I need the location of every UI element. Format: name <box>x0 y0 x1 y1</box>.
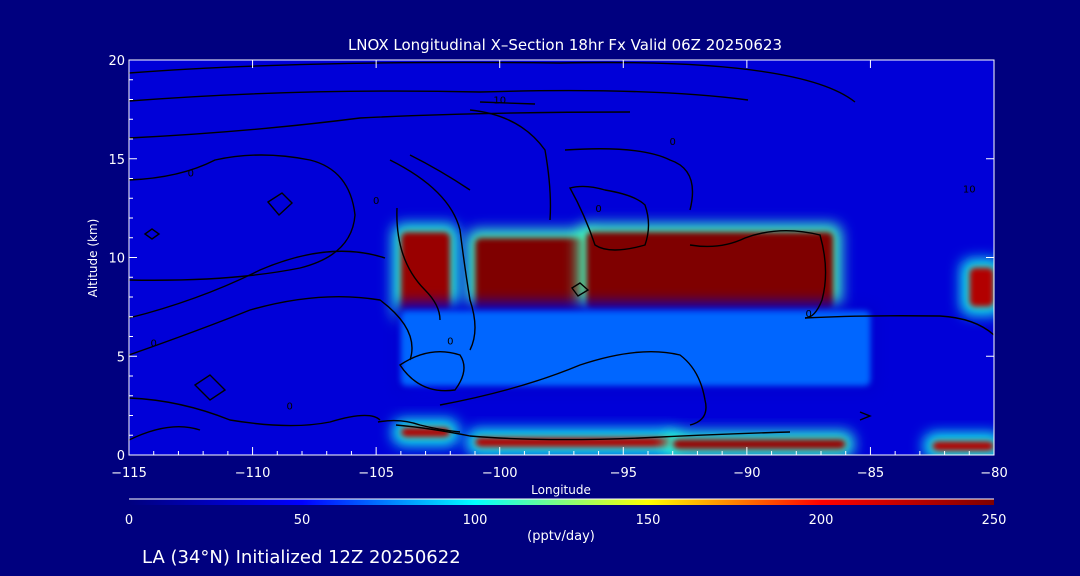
contour-line <box>804 315 994 336</box>
x-tick-label: −105 <box>358 466 394 481</box>
field-cell <box>475 237 587 317</box>
colorbar-tick-label: 0 <box>125 513 133 528</box>
y-axis-label: Altitude (km) <box>86 219 100 298</box>
y-tick-label: 10 <box>108 252 125 267</box>
colorbar-ticks: 0 50 100 150 200 250 <box>125 513 1007 528</box>
contour-label: 0 <box>595 204 601 215</box>
contour-label: 10 <box>963 184 976 195</box>
field-cell <box>932 441 994 452</box>
contour-label: 10 <box>493 95 506 106</box>
x-tick-label: −100 <box>482 466 518 481</box>
contour-line <box>377 419 461 433</box>
contour-label: 0 <box>373 196 379 207</box>
colorbar-tick-label: 50 <box>294 513 311 528</box>
contour-line <box>568 185 650 251</box>
contour-lines <box>129 61 994 441</box>
contour-line <box>564 148 694 211</box>
contour-line <box>143 228 161 240</box>
contour-line <box>689 229 827 319</box>
contour-line <box>129 111 631 139</box>
field-cell <box>586 231 834 311</box>
x-tick-label: −90 <box>733 466 760 481</box>
contour-line <box>193 374 227 401</box>
contour-line <box>129 250 386 319</box>
contour-label: 0 <box>151 338 157 349</box>
colorbar-units-label: (pptv/day) <box>527 529 595 544</box>
lnox-field <box>392 223 994 455</box>
x-tick-label: −110 <box>235 466 271 481</box>
field-cell <box>672 439 846 450</box>
contour-line <box>129 154 356 281</box>
contour-line <box>396 207 441 321</box>
x-tick-label: −95 <box>610 466 637 481</box>
contour-label: 0 <box>670 137 676 148</box>
contour-line <box>389 159 476 351</box>
chart-title: LNOX Longitudinal X–Section 18hr Fx Vali… <box>348 36 782 54</box>
x-tick-label: −115 <box>111 466 147 481</box>
contour-label: 0 <box>286 402 292 413</box>
contour-line <box>129 295 413 361</box>
y-tick-label: 20 <box>108 54 125 69</box>
contour-label: 0 <box>805 309 811 320</box>
y-tick-label: 0 <box>117 449 125 464</box>
field-cell <box>400 310 871 386</box>
y-tick-label: 5 <box>117 350 125 365</box>
contour-line <box>129 397 381 427</box>
contour-line <box>129 425 201 441</box>
x-tick-label: −80 <box>980 466 1007 481</box>
contour-line <box>409 154 471 191</box>
colorbar-tick-label: 200 <box>809 513 834 528</box>
contour-label: 0 <box>188 169 194 180</box>
contour-line <box>395 424 791 441</box>
contour-line <box>859 411 872 421</box>
contour-line <box>439 350 707 426</box>
colorbar <box>129 499 994 505</box>
contour-line <box>469 109 552 221</box>
x-axis-label: Longitude <box>531 483 591 497</box>
contour-line <box>129 61 856 103</box>
contour-label: 0 <box>447 336 453 347</box>
colorbar-tick-label: 150 <box>636 513 661 528</box>
y-tick-label: 15 <box>108 153 125 168</box>
field-cell <box>400 231 451 313</box>
colorbar-tick-label: 100 <box>463 513 488 528</box>
x-tick-label: −85 <box>857 466 884 481</box>
footer-location: LA (34°N) Initialized 12Z 20250622 <box>142 547 461 568</box>
colorbar-tick-label: 250 <box>982 513 1007 528</box>
contour-line <box>479 101 536 105</box>
contour-line <box>399 350 465 392</box>
contour-line <box>129 89 749 102</box>
contour-line <box>570 282 590 297</box>
contour-line <box>266 192 294 217</box>
axes: −115 −110 −105 −100 −95 −90 −85 −80 0 5 10 15 20 <box>108 54 1007 481</box>
contour-labels: 10 0 0 0 0 10 0 0 0 0 <box>151 95 976 412</box>
field-cell <box>969 267 994 307</box>
